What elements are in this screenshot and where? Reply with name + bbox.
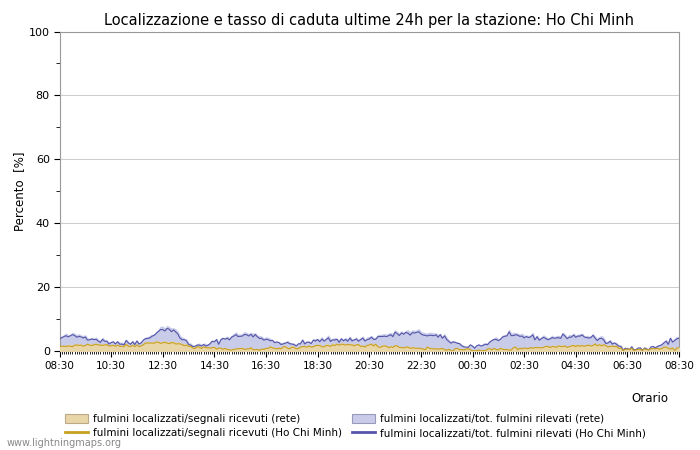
Title: Localizzazione e tasso di caduta ultime 24h per la stazione: Ho Chi Minh: Localizzazione e tasso di caduta ultime … [104, 13, 634, 27]
Text: www.lightningmaps.org: www.lightningmaps.org [7, 438, 122, 448]
Legend: fulmini localizzati/segnali ricevuti (rete), fulmini localizzati/segnali ricevut: fulmini localizzati/segnali ricevuti (re… [64, 414, 646, 438]
Y-axis label: Percento  [%]: Percento [%] [13, 152, 26, 231]
Text: Orario: Orario [631, 392, 668, 405]
